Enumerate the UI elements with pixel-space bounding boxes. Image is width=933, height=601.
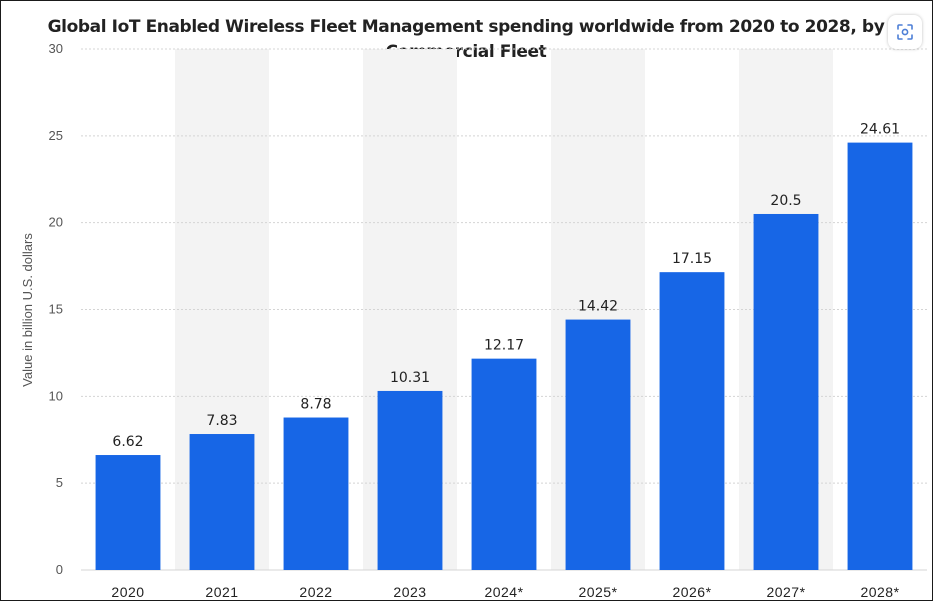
bar [847, 142, 913, 571]
data-label: 20.5 [770, 193, 801, 209]
y-tick-label: 0 [56, 562, 63, 577]
bar [189, 434, 255, 570]
x-tick-label: 2021 [205, 584, 238, 600]
y-tick-label: 10 [49, 388, 63, 403]
x-tick-label: 2023 [393, 584, 426, 600]
bar [565, 319, 631, 570]
y-axis-ticks: 0 5 10 15 20 25 30 [49, 41, 63, 577]
data-label: 14.42 [578, 299, 618, 315]
data-label: 6.62 [112, 434, 143, 450]
y-tick-label: 15 [49, 302, 63, 317]
y-axis-label: Value in billion U.S. dollars [20, 233, 35, 387]
bars [95, 142, 913, 571]
x-axis-ticks: 2020 2021 2022 2023 2024* 2025* 2026* 2027* 2028… [111, 584, 899, 600]
data-label: 8.78 [300, 397, 331, 413]
data-label: 17.15 [672, 251, 712, 267]
data-label: 10.31 [390, 370, 430, 386]
data-label: 24.61 [860, 122, 900, 138]
data-label: 12.17 [484, 338, 524, 354]
x-tick-label: 2024* [484, 584, 523, 600]
data-label: 7.83 [206, 413, 237, 429]
y-tick-label: 20 [49, 215, 63, 230]
bar [659, 272, 725, 570]
x-tick-label: 2025* [578, 584, 617, 600]
scan-icon [897, 24, 913, 40]
x-tick-label: 2026* [672, 584, 711, 600]
bar [95, 455, 161, 570]
bar [377, 390, 443, 570]
x-tick-label: 2020 [111, 584, 144, 600]
visual-search-button[interactable] [888, 15, 922, 49]
y-tick-label: 5 [56, 475, 63, 490]
x-tick-label: 2022 [299, 584, 332, 600]
data-labels: 6.62 7.83 8.78 10.31 12.17 14.42 17.15 20.5 24.6… [112, 122, 900, 450]
y-tick-label: 25 [49, 128, 63, 143]
bar [753, 213, 819, 570]
bar [471, 358, 537, 570]
bar [283, 417, 349, 570]
x-tick-label: 2028* [860, 584, 899, 600]
chart-title: Global IoT Enabled Wireless Fleet Manage… [47, 17, 885, 62]
x-tick-label: 2027* [766, 584, 805, 600]
y-tick-label: 30 [49, 41, 63, 56]
